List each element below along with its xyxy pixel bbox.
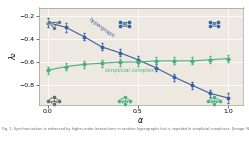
Point — [57, 99, 61, 102]
Point — [126, 25, 130, 28]
Point — [117, 99, 121, 102]
Text: simplicial complex: simplicial complex — [105, 68, 154, 73]
X-axis label: α: α — [138, 116, 143, 124]
Point — [52, 26, 56, 29]
Text: Fig. 1: Synchronization is enhanced by higher-order interactions in random hyper: Fig. 1: Synchronization is enhanced by h… — [2, 127, 249, 131]
Point — [128, 99, 132, 102]
Point — [57, 21, 61, 23]
Polygon shape — [208, 97, 214, 104]
Polygon shape — [214, 97, 220, 104]
Text: hypergraph: hypergraph — [87, 16, 115, 39]
Point — [206, 99, 210, 102]
Point — [212, 103, 216, 105]
Point — [212, 96, 216, 98]
Point — [216, 20, 220, 23]
Point — [119, 25, 123, 28]
Polygon shape — [124, 97, 130, 104]
Y-axis label: λ₂: λ₂ — [9, 52, 18, 60]
Point — [126, 20, 130, 23]
Point — [119, 20, 123, 23]
Point — [208, 25, 212, 28]
Point — [52, 103, 56, 105]
Polygon shape — [210, 22, 218, 26]
Polygon shape — [119, 97, 124, 104]
Point — [218, 99, 222, 102]
Point — [208, 20, 212, 23]
Point — [46, 99, 50, 102]
Point — [216, 25, 220, 28]
Point — [52, 96, 56, 98]
Point — [123, 96, 126, 98]
Polygon shape — [121, 22, 128, 26]
Point — [47, 21, 51, 23]
Point — [123, 103, 126, 105]
